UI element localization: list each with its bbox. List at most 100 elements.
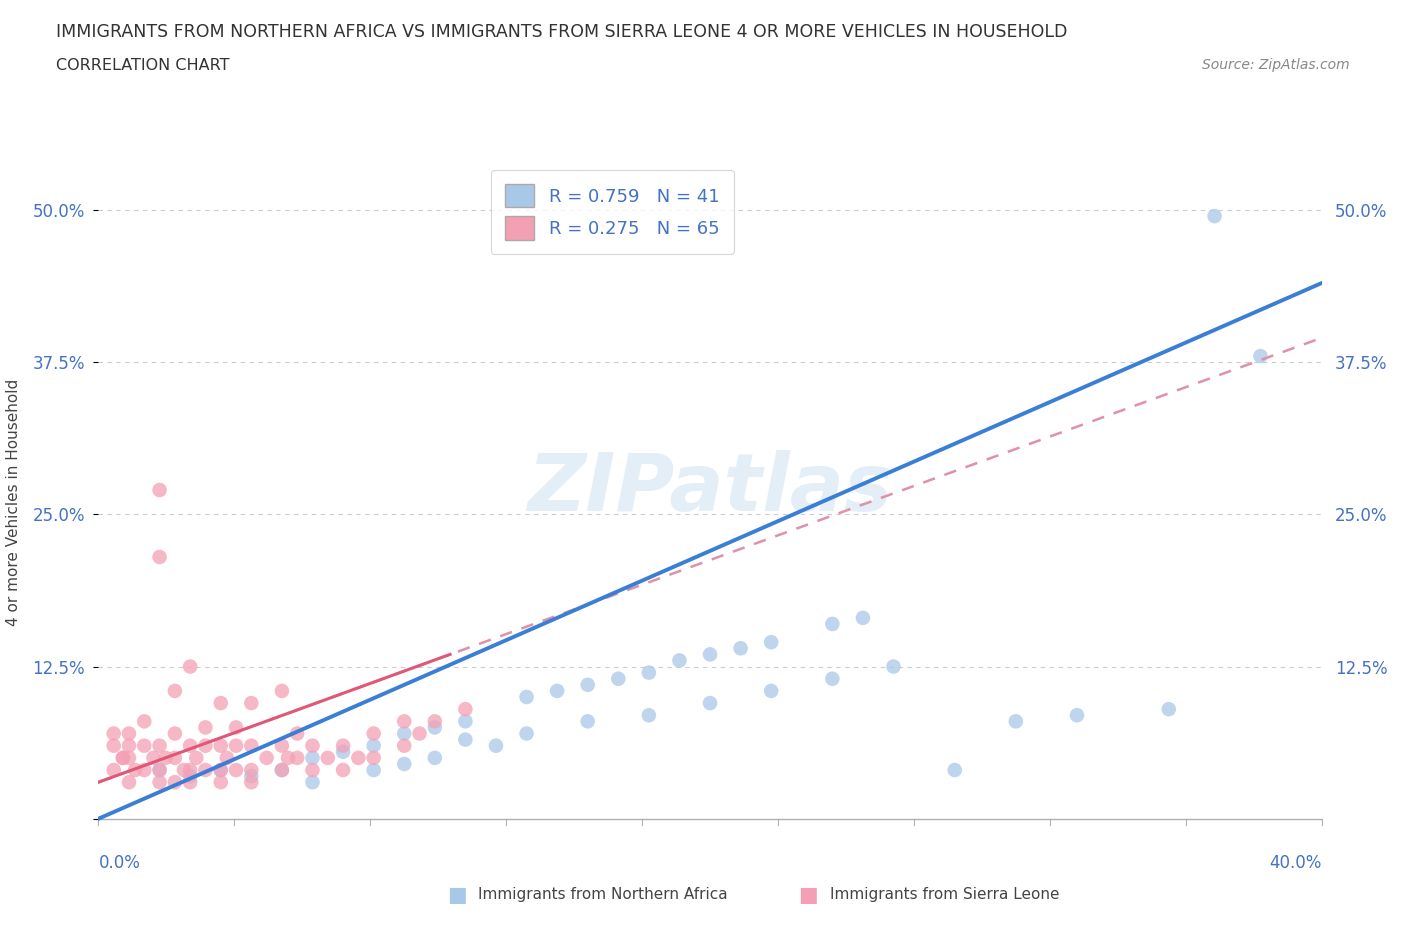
Point — [454, 702, 477, 717]
Point — [209, 775, 232, 790]
Point — [270, 738, 292, 753]
Text: Source: ZipAtlas.com: Source: ZipAtlas.com — [1202, 58, 1350, 72]
Point — [111, 751, 134, 765]
Point — [1066, 708, 1088, 723]
Point — [240, 763, 263, 777]
Point — [179, 775, 201, 790]
Point — [149, 483, 172, 498]
Point — [852, 610, 875, 625]
Point — [270, 684, 292, 698]
Point — [270, 763, 292, 777]
Text: CORRELATION CHART: CORRELATION CHART — [56, 58, 229, 73]
Point — [270, 763, 292, 777]
Point — [173, 763, 195, 777]
Point — [163, 684, 186, 698]
Point — [179, 769, 201, 784]
Point — [240, 738, 263, 753]
Point — [155, 751, 177, 765]
Point — [124, 763, 146, 777]
Point — [215, 751, 238, 765]
Point — [111, 751, 134, 765]
Point — [194, 720, 217, 735]
Point — [225, 720, 247, 735]
Point — [149, 763, 172, 777]
Point — [637, 708, 661, 723]
Point — [285, 726, 308, 741]
Point — [301, 738, 323, 753]
Point — [186, 751, 208, 765]
Point — [392, 756, 416, 771]
Point — [285, 751, 308, 765]
Point — [485, 738, 508, 753]
Point — [454, 732, 477, 747]
Point — [363, 763, 385, 777]
Point — [943, 763, 966, 777]
Point — [576, 677, 599, 692]
Point — [759, 684, 782, 698]
Point — [392, 714, 416, 729]
Text: IMMIGRANTS FROM NORTHERN AFRICA VS IMMIGRANTS FROM SIERRA LEONE 4 OR MORE VEHICL: IMMIGRANTS FROM NORTHERN AFRICA VS IMMIG… — [56, 23, 1067, 41]
Point — [363, 738, 385, 753]
Point — [134, 738, 156, 753]
Point — [1249, 349, 1271, 364]
Text: 0.0%: 0.0% — [98, 854, 141, 871]
Point — [1157, 702, 1180, 717]
Point — [546, 684, 568, 698]
Point — [301, 775, 323, 790]
Point — [301, 763, 323, 777]
Point — [134, 763, 156, 777]
Point — [194, 763, 217, 777]
Point — [699, 647, 721, 662]
Point — [134, 714, 156, 729]
Point — [423, 720, 446, 735]
Point — [316, 751, 339, 765]
Point — [759, 635, 782, 650]
Point — [277, 751, 299, 765]
Point — [392, 726, 416, 741]
Legend: R = 0.759   N = 41, R = 0.275   N = 65: R = 0.759 N = 41, R = 0.275 N = 65 — [491, 170, 734, 254]
Point — [225, 738, 247, 753]
Point — [883, 659, 905, 674]
Point — [240, 696, 263, 711]
Point — [142, 751, 165, 765]
Point — [730, 641, 752, 656]
Point — [209, 696, 232, 711]
Point — [225, 763, 247, 777]
Point — [423, 751, 446, 765]
Point — [301, 751, 323, 765]
Point — [332, 744, 354, 759]
Point — [454, 714, 477, 729]
Point — [103, 726, 125, 741]
Point — [194, 738, 217, 753]
Point — [332, 738, 354, 753]
Point — [118, 738, 141, 753]
Point — [256, 751, 278, 765]
Point — [163, 726, 186, 741]
Point — [103, 763, 125, 777]
Point — [149, 550, 172, 565]
Text: ■: ■ — [447, 884, 467, 905]
Point — [347, 751, 370, 765]
Point — [118, 775, 141, 790]
Point — [163, 751, 186, 765]
Point — [821, 671, 844, 686]
Point — [1204, 208, 1226, 223]
Y-axis label: 4 or more Vehicles in Household: 4 or more Vehicles in Household — [7, 379, 21, 626]
Point — [637, 665, 661, 680]
Point — [668, 653, 690, 668]
Point — [209, 763, 232, 777]
Point — [392, 738, 416, 753]
Point — [240, 775, 263, 790]
Point — [516, 689, 538, 704]
Point — [163, 775, 186, 790]
Text: ■: ■ — [799, 884, 818, 905]
Point — [821, 617, 844, 631]
Text: ZIPatlas: ZIPatlas — [527, 450, 893, 528]
Point — [209, 738, 232, 753]
Point — [576, 714, 599, 729]
Point — [118, 751, 141, 765]
Point — [408, 726, 430, 741]
Point — [240, 769, 263, 784]
Point — [149, 763, 172, 777]
Point — [363, 726, 385, 741]
